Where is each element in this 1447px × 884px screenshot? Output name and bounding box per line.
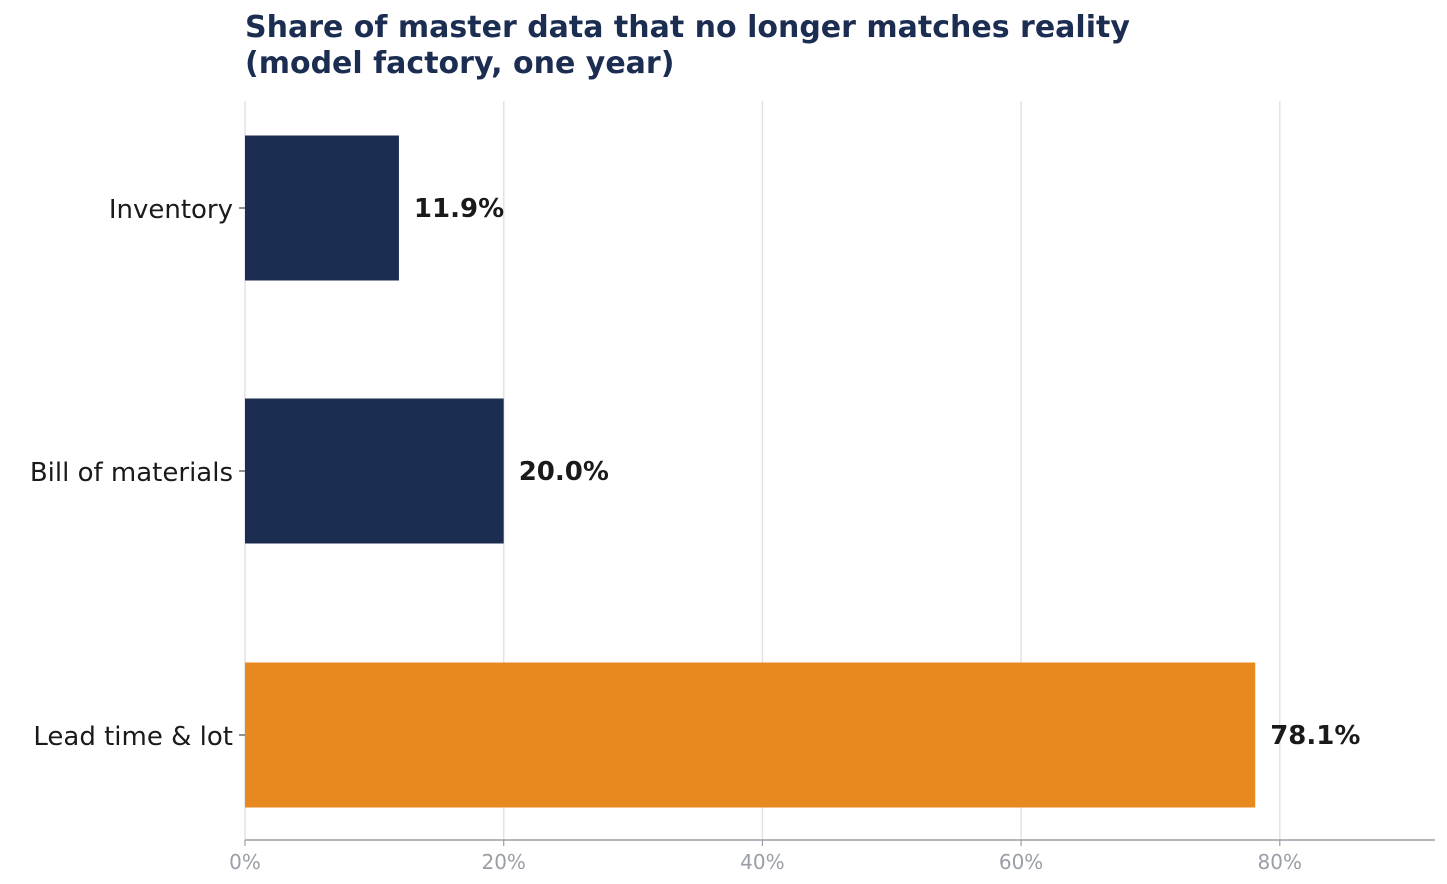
bar-1 [245,398,504,544]
axes [239,207,1435,846]
x-tick-label-3: 60% [999,850,1043,874]
x-tick-label-1: 20% [481,850,525,874]
value-label-1: 20.0% [519,457,609,487]
category-label-0: Inventory [109,195,233,225]
chart-title: Share of master data that no longer matc… [245,10,1130,81]
x-tick-label-0: 0% [229,850,261,874]
bar-0 [245,135,399,281]
bar-2 [245,662,1256,808]
x-tick-label-4: 80% [1258,850,1302,874]
labels: 11.9% Inventory 20.0% Bill of materials 78.1… [30,194,1361,874]
chart-title-line-2: (model factory, one year) [245,46,674,81]
category-label-1: Bill of materials [30,458,233,488]
category-label-2: Lead time & lot [33,722,233,752]
chart-title-line-1: Share of master data that no longer matc… [245,10,1130,45]
bars [245,135,1256,808]
x-tick-label-2: 40% [740,850,784,874]
value-label-0: 11.9% [414,194,504,224]
value-label-2: 78.1% [1270,721,1360,751]
